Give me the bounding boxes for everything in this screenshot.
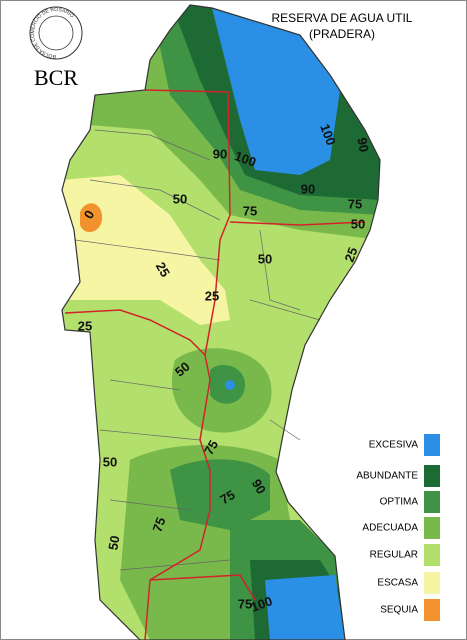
contour-label: 90 <box>249 476 269 496</box>
legend-label: ADECUADA <box>362 523 418 534</box>
contour-label: 75 <box>217 487 237 507</box>
legend-label: ESCASA <box>377 578 418 589</box>
legend-swatch <box>424 599 440 621</box>
legend-label: REGULAR <box>370 550 418 561</box>
contour-label: 25 <box>341 245 360 264</box>
legend: EXCESIVA ABUNDANTE OPTIMA ADECUADA REGULAR ES… <box>356 434 440 621</box>
contour-label: 75 <box>201 437 221 457</box>
legend-label: OPTIMA <box>380 497 419 508</box>
contour-label: 100 <box>249 593 275 615</box>
legend-label: ABUNDANTE <box>356 471 418 482</box>
contour-label: 50 <box>173 191 187 206</box>
contour-label: 25 <box>78 318 92 333</box>
legend-swatch <box>424 491 440 513</box>
logo-text: BCR <box>34 65 78 90</box>
contour-label: 100 <box>317 122 339 148</box>
legend-swatch <box>424 572 440 594</box>
contour-label: 75 <box>348 196 362 211</box>
logo-seal <box>29 6 83 60</box>
legend-label: SEQUIA <box>380 605 418 616</box>
department-lines <box>64 89 366 640</box>
subtitle: (PRADERA) <box>309 27 375 41</box>
contour-label: 75 <box>149 515 168 534</box>
contour-label: 90 <box>301 181 315 196</box>
logo-seal-inner <box>38 15 74 51</box>
contour-label: 50 <box>258 251 272 266</box>
contour-label: 75 <box>243 203 257 218</box>
legend-label: EXCESIVA <box>369 440 419 451</box>
legend-swatch <box>424 465 440 487</box>
contour-label: 50 <box>105 534 122 551</box>
contour-label: 50 <box>351 216 365 231</box>
contour-label: 90 <box>213 146 227 161</box>
contour-label: 25 <box>153 259 173 279</box>
legend-swatch <box>424 544 440 566</box>
contour-label: 100 <box>233 148 259 170</box>
contour-label: 75 <box>238 596 252 611</box>
legend-swatch <box>424 434 440 456</box>
title: RESERVA DE AGUA UTIL <box>272 11 413 25</box>
legend-swatch <box>424 517 440 539</box>
contour-label: 25 <box>205 288 219 303</box>
contour-label: 90 <box>354 136 371 153</box>
contour-label: 50 <box>103 454 117 469</box>
